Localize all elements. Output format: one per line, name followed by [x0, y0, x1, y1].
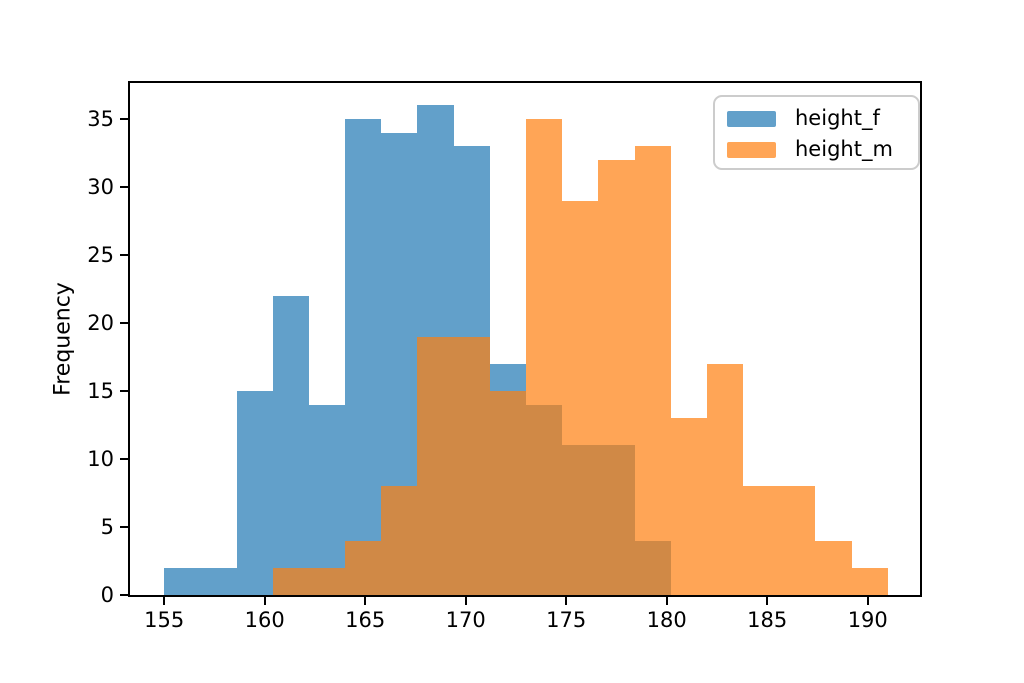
- y-tick-label-25: 25: [87, 243, 114, 268]
- x-tick-label-160: 160: [244, 608, 285, 632]
- x-tick-155: [163, 597, 166, 605]
- x-tick-label-170: 170: [445, 608, 486, 632]
- y-tick-15: [120, 390, 128, 393]
- bar-height_m-bin14: [670, 418, 707, 595]
- y-tick-label-10: 10: [87, 447, 114, 471]
- bar-height_m-bin15: [706, 363, 744, 595]
- legend-item-height-f: height_f: [727, 103, 906, 134]
- legend-label-0: height_f: [795, 106, 880, 130]
- x-tick-170: [464, 597, 467, 605]
- bar-height_m-bin11: [562, 200, 599, 595]
- bar-height_m-bin4: [308, 567, 346, 595]
- bar-height_m-bin18: [815, 540, 852, 595]
- y-tick-label-30: 30: [87, 175, 114, 200]
- y-tick-30: [120, 186, 128, 189]
- legend-swatch-1: [727, 141, 776, 158]
- y-tick-35: [120, 118, 128, 121]
- x-tick-label-155: 155: [144, 608, 185, 632]
- bar-height_m-bin12: [598, 159, 635, 595]
- bar-height_f-bin3: [272, 295, 309, 595]
- y-tick-label-0: 0: [100, 583, 114, 607]
- legend-swatch-0: [727, 110, 776, 127]
- x-tick-label-175: 175: [546, 608, 587, 632]
- y-tick-10: [120, 458, 128, 460]
- legend: height_f height_m: [713, 95, 920, 170]
- bar-height_m-bin5: [345, 540, 382, 595]
- bar-height_f-bin4: [308, 404, 346, 595]
- bar-height_m-bin19: [851, 567, 888, 595]
- x-tick-160: [263, 597, 266, 605]
- x-tick-label-180: 180: [646, 608, 687, 632]
- bar-height_m-bin10: [526, 119, 563, 595]
- y-tick-5: [120, 526, 128, 528]
- bar-height_m-bin16: [743, 486, 780, 595]
- bar-height_f-bin2: [236, 391, 273, 595]
- x-tick-165: [364, 597, 367, 605]
- legend-label-1: height_m: [795, 137, 893, 161]
- y-tick-0: [120, 594, 128, 596]
- bar-height_m-bin9: [489, 391, 526, 595]
- x-tick-185: [766, 597, 769, 605]
- bar-height_m-bin17: [779, 486, 816, 595]
- x-tick-180: [665, 597, 668, 605]
- y-tick-20: [120, 322, 128, 325]
- bar-height_m-bin8: [453, 336, 490, 595]
- bar-height_m-bin3: [272, 567, 309, 595]
- bar-height_f-bin5: [345, 119, 382, 595]
- legend-item-height-m: height_m: [727, 134, 906, 165]
- y-tick-label-35: 35: [87, 107, 114, 132]
- y-tick-label-20: 20: [87, 311, 114, 336]
- y-tick-25: [120, 254, 128, 257]
- bar-height_m-bin7: [417, 336, 454, 595]
- x-tick-label-190: 190: [847, 608, 888, 632]
- y-tick-label-5: 5: [100, 515, 114, 539]
- x-tick-label-165: 165: [345, 608, 386, 632]
- bar-height_f-bin0: [164, 567, 201, 595]
- bar-height_m-bin13: [634, 146, 671, 595]
- x-tick-190: [866, 597, 869, 605]
- bar-height_f-bin1: [200, 567, 237, 595]
- bar-height_m-bin6: [381, 486, 418, 595]
- x-tick-175: [565, 597, 568, 605]
- y-tick-label-15: 15: [87, 379, 114, 404]
- x-tick-label-185: 185: [747, 608, 788, 632]
